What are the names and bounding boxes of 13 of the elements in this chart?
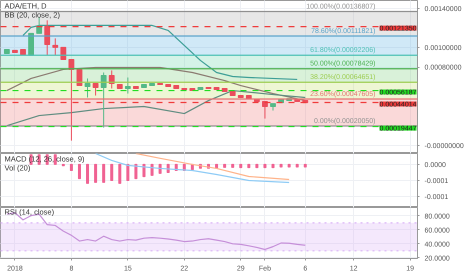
line-series (6, 66, 306, 102)
candlestick (60, 46, 66, 60)
line-series (6, 90, 306, 126)
line-series (135, 154, 290, 180)
line-series (94, 154, 290, 184)
candlestick (262, 101, 268, 120)
candlestick (84, 78, 90, 98)
candlestick (100, 72, 107, 128)
line-series (22, 24, 298, 80)
candlestick (124, 76, 131, 94)
candlestick (36, 16, 42, 34)
candlestick (92, 82, 99, 96)
candlestick (52, 38, 58, 56)
